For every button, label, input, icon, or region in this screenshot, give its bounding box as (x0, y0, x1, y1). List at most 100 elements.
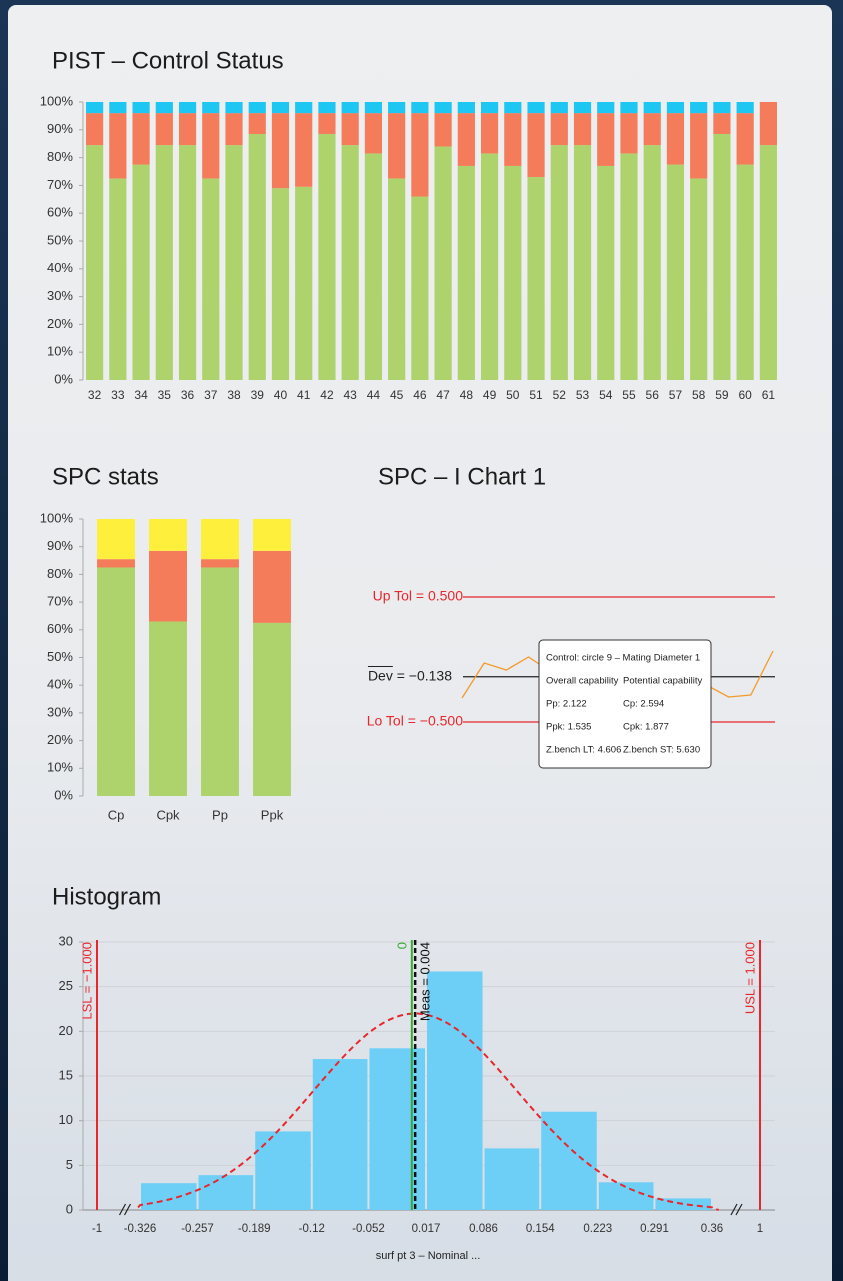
bar-segment (457, 102, 475, 114)
y-tick-label: 80% (47, 566, 73, 581)
x-tick-label: 50 (506, 388, 520, 402)
tooltip-text: Potential capability (623, 676, 702, 687)
bar-segment (713, 133, 731, 380)
bar-segment (225, 102, 243, 114)
bar-segment (201, 559, 239, 568)
bar-segment (149, 550, 187, 622)
x-tick-label: 41 (297, 388, 311, 402)
bar-segment (434, 102, 452, 114)
bar-segment (550, 113, 568, 146)
bar-segment (132, 102, 150, 114)
bar-segment (271, 102, 290, 114)
y-tick-label: 40% (47, 260, 73, 275)
bar-segment (620, 102, 638, 114)
x-tick-label: 0.086 (469, 1223, 498, 1235)
bar-segment (318, 133, 336, 380)
y-tick-label: 30% (47, 704, 73, 719)
bar-segment (295, 186, 313, 380)
bar-segment (253, 550, 291, 623)
histogram-bar (255, 1131, 311, 1210)
limit-label: Up Tol = 0.500 (373, 588, 464, 604)
x-tick-label: 38 (227, 388, 241, 402)
x-tick-label: 34 (134, 388, 148, 402)
bar-segment (109, 178, 127, 380)
marker-label: LSL = −1.000 (79, 942, 94, 1020)
x-tick-label: 47 (436, 388, 450, 402)
y-tick-label: 5 (66, 1157, 73, 1172)
y-tick-label: 50% (47, 232, 73, 247)
x-tick-label: 48 (460, 388, 474, 402)
y-tick-label: 20% (47, 316, 73, 331)
histogram-bar (541, 1111, 597, 1210)
tooltip-text: Z.bench LT: 4.606 (546, 745, 621, 756)
x-axis-label: surf pt 3 – Nominal ... (376, 1250, 481, 1262)
x-tick-label: -1 (92, 1223, 102, 1235)
bar-segment (178, 102, 197, 114)
chart-title: PIST – Control Status (52, 47, 284, 74)
bar-segment (271, 188, 290, 380)
bar-segment (149, 621, 187, 796)
bar-segment (109, 102, 127, 114)
x-tick-label: 49 (483, 388, 497, 402)
bar-segment (759, 102, 777, 146)
x-tick-label: 0.154 (526, 1223, 555, 1235)
tooltip-text: Z.bench ST: 5.630 (623, 745, 700, 756)
y-tick-label: 60% (47, 621, 73, 636)
x-tick-label: Ppk (261, 807, 284, 822)
x-tick-label: 35 (158, 388, 172, 402)
bar-segment (527, 177, 545, 380)
y-tick-label: 20 (59, 1023, 73, 1038)
marker-label: 0 (394, 942, 409, 949)
bar-segment (295, 102, 313, 114)
bar-segment (573, 145, 592, 380)
bar-segment (411, 113, 429, 197)
histogram-bar (312, 1059, 368, 1210)
bar-segment (341, 113, 359, 146)
histogram-bar (369, 1048, 425, 1210)
bar-segment (643, 145, 661, 380)
bar-segment (597, 102, 615, 114)
bar-segment (318, 102, 336, 114)
bar-segment (480, 113, 499, 154)
marker-label: USL = 1.000 (742, 942, 757, 1014)
bar-segment (202, 178, 220, 380)
x-tick-label: 44 (367, 388, 381, 402)
x-tick-label: 32 (88, 388, 102, 402)
bar-segment (155, 102, 173, 114)
x-tick-label: 1 (757, 1223, 763, 1235)
x-tick-label: 55 (622, 388, 636, 402)
bar-segment (364, 153, 383, 380)
bar-segment (666, 164, 685, 380)
bar-segment (550, 102, 568, 114)
bar-segment (504, 165, 522, 380)
bar-segment (457, 165, 475, 380)
y-tick-label: 70% (47, 594, 73, 609)
bar-segment (341, 102, 359, 114)
y-tick-label: 20% (47, 732, 73, 747)
bar-segment (411, 102, 429, 114)
x-tick-label: 0.291 (640, 1223, 669, 1235)
x-tick-label: 40 (274, 388, 288, 402)
x-tick-label: 0.017 (412, 1223, 441, 1235)
tooltip-box (538, 639, 712, 769)
histogram-bar (484, 1148, 540, 1210)
bar-segment (341, 145, 359, 380)
x-tick-label: 60 (738, 388, 752, 402)
bar-segment (225, 145, 243, 380)
bar-segment (109, 113, 127, 179)
bar-segment (504, 102, 522, 114)
x-tick-label: -0.12 (299, 1223, 325, 1235)
bar-segment (527, 113, 545, 178)
bar-segment (434, 146, 452, 380)
bar-segment (573, 102, 592, 114)
bar-segment (155, 113, 173, 146)
bar-segment (132, 164, 150, 380)
tooltip-text: Cp: 2.594 (623, 699, 664, 710)
bar-segment (271, 113, 290, 189)
bar-segment (504, 113, 522, 166)
y-tick-label: 15 (59, 1067, 73, 1082)
bar-segment (132, 113, 150, 165)
bar-segment (713, 113, 731, 134)
y-tick-label: 0 (66, 1201, 73, 1216)
